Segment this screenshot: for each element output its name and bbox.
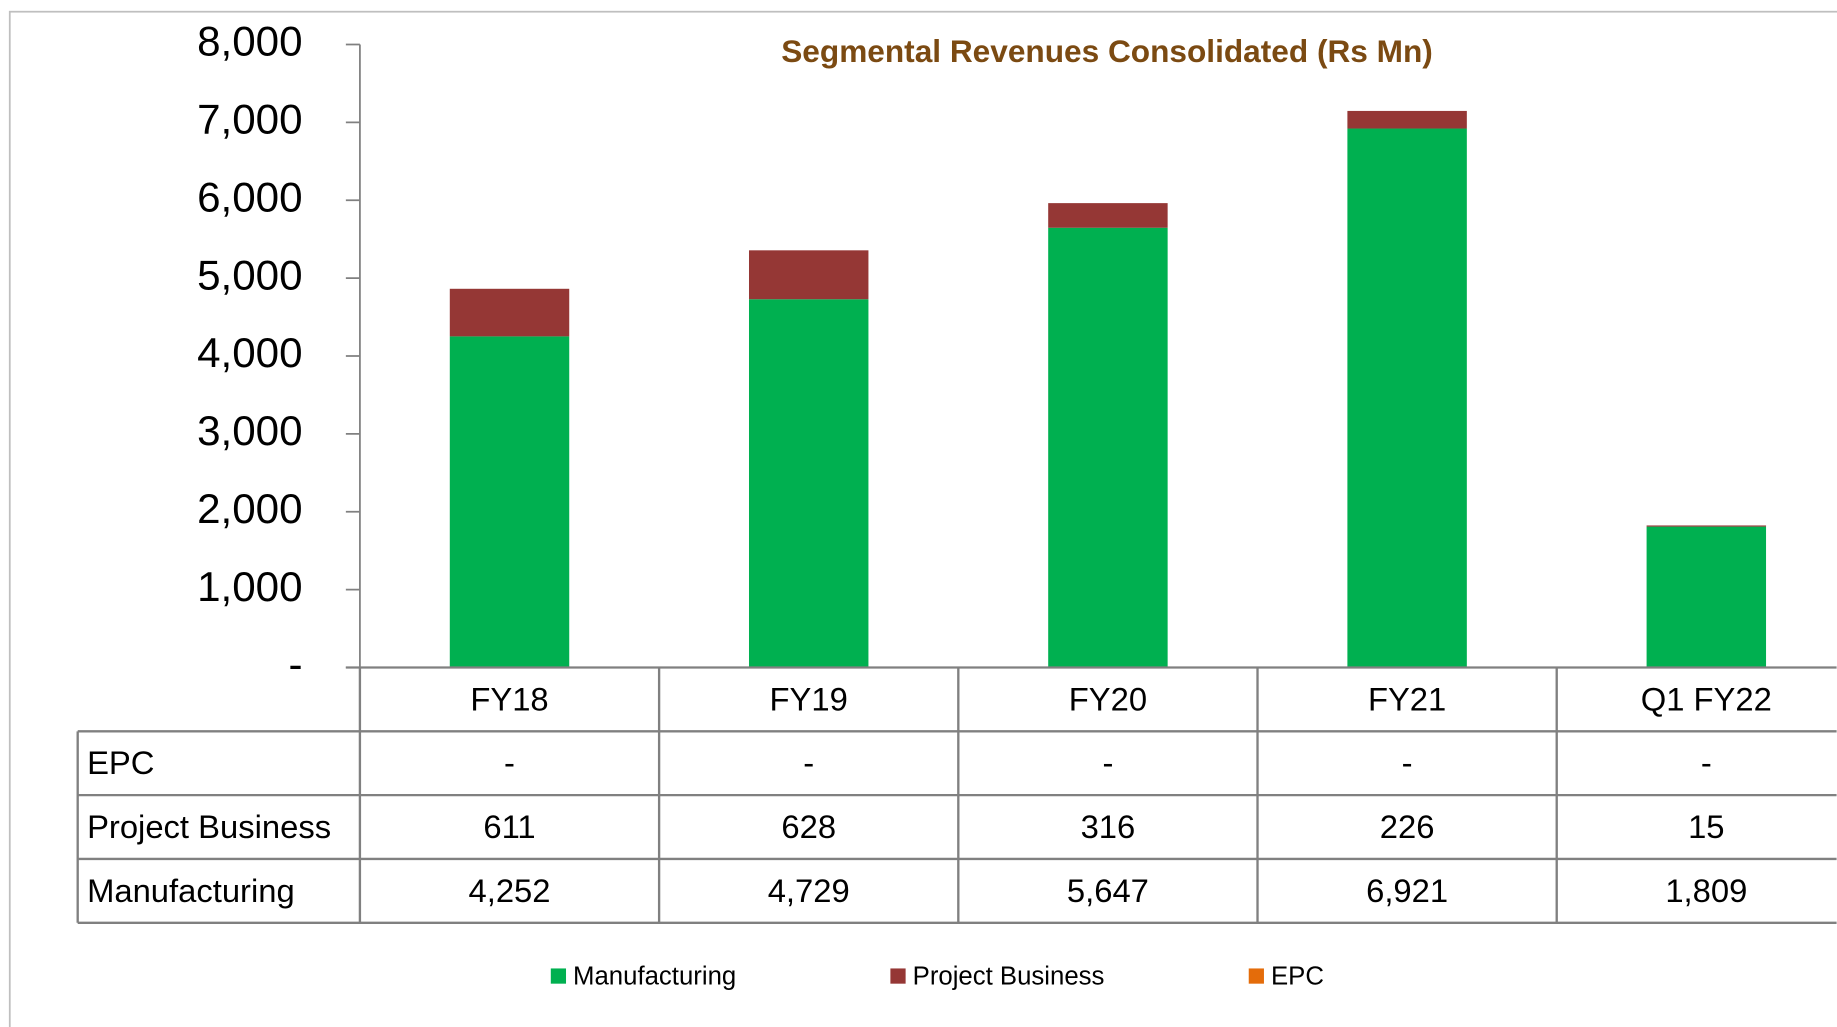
- table-row-label: Project Business: [87, 808, 331, 845]
- table-cell: -: [504, 744, 515, 781]
- table-cell: 5,647: [1067, 872, 1149, 909]
- legend-label: Project Business: [913, 963, 1105, 991]
- y-tick-label: 5,000: [197, 251, 302, 298]
- bar-segment: [1646, 526, 1767, 668]
- table-row-label: Manufacturing: [87, 872, 295, 909]
- chart-frame: [8, 10, 1837, 1027]
- y-tick-label: 7,000: [197, 96, 302, 143]
- legend-swatch: [890, 968, 906, 984]
- x-tick-label: FY18: [470, 680, 548, 717]
- x-tick-label: FY21: [1368, 680, 1446, 717]
- y-tick-label: 3,000: [197, 407, 302, 454]
- table-row-label: EPC: [87, 744, 154, 781]
- y-tick-label: 8,000: [197, 18, 302, 65]
- bar-segment: [1347, 128, 1467, 668]
- table-cell: -: [1102, 744, 1113, 781]
- table-cell: 316: [1081, 808, 1136, 845]
- y-tick-label: 6,000: [197, 173, 302, 220]
- table-cell: 4,729: [768, 872, 850, 909]
- legend-label: Manufacturing: [573, 963, 736, 991]
- bar-segment: [449, 288, 570, 337]
- bar-segment: [1646, 525, 1767, 527]
- legend-swatch: [1248, 968, 1264, 984]
- y-tick-label: 2,000: [197, 485, 302, 532]
- table-cell: 15: [1688, 808, 1724, 845]
- legend-swatch: [550, 968, 567, 984]
- table-cell: 226: [1380, 808, 1435, 845]
- y-tick-label: -: [288, 641, 302, 688]
- bar-segment: [449, 336, 570, 668]
- table-cell: 4,252: [469, 872, 551, 909]
- x-tick-label: FY19: [770, 680, 848, 717]
- bar-segment: [1048, 203, 1168, 228]
- x-tick-label: FY20: [1069, 680, 1147, 717]
- table-cell: -: [803, 744, 814, 781]
- table-cell: 6,921: [1366, 872, 1448, 909]
- table-cell: -: [1402, 744, 1413, 781]
- bar-segment: [748, 250, 869, 300]
- table-cell: 628: [781, 808, 836, 845]
- table-cell: 1,809: [1665, 872, 1747, 909]
- bar-segment: [1347, 110, 1467, 129]
- table-cell: 611: [483, 808, 535, 845]
- y-tick-label: 1,000: [197, 563, 302, 610]
- bar-segment: [748, 299, 869, 668]
- y-tick-label: 4,000: [197, 329, 302, 376]
- x-tick-label: Q1 FY22: [1641, 680, 1772, 717]
- table-cell: -: [1701, 744, 1712, 781]
- chart-title: Segmental Revenues Consolidated (Rs Mn): [781, 33, 1433, 69]
- bar-segment: [1048, 227, 1168, 668]
- legend-label: EPC: [1271, 963, 1324, 991]
